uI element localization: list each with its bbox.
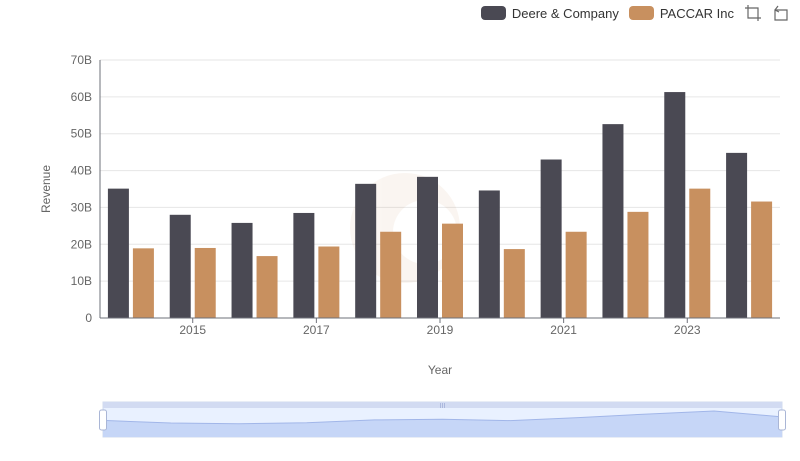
bar-deere-2023 — [664, 92, 686, 319]
bars — [107, 92, 773, 319]
bar-paccar-2017 — [318, 246, 340, 318]
bar-deere-2019 — [417, 176, 438, 318]
bar-paccar-2024 — [751, 201, 773, 318]
y-axis-title: Revenue — [39, 165, 53, 213]
x-tick-label: 2019 — [427, 323, 454, 337]
y-tick-label: 70B — [71, 53, 92, 67]
restore-icon[interactable] — [772, 4, 790, 22]
bar-paccar-2018 — [380, 231, 402, 318]
legend-label-deere: Deere & Company — [511, 5, 619, 21]
y-tick-label: 0 — [85, 311, 92, 325]
x-tick-label: 2015 — [179, 323, 206, 337]
bar-deere-2015 — [169, 214, 191, 318]
x-tick-label: 2023 — [674, 323, 701, 337]
legend-item-deere[interactable]: Deere & Company — [480, 5, 619, 21]
legend-label-paccar: PACCAR Inc — [659, 5, 734, 21]
y-tick-label: 50B — [71, 127, 92, 141]
bar-paccar-2020 — [503, 249, 525, 318]
data-zoom-move-bar — [103, 402, 782, 408]
data-zoom-grip-icon: III — [440, 403, 446, 410]
legend: Deere & Company PACCAR Inc — [480, 4, 790, 22]
data-zoom-overview-line — [102, 410, 783, 425]
bar-deere-2022 — [602, 124, 624, 318]
bar-paccar-2015 — [194, 247, 216, 318]
data-zoom-handle-end[interactable] — [778, 409, 786, 431]
bar-deere-2020 — [478, 190, 500, 318]
x-axis-title: Year — [428, 363, 452, 377]
bar-deere-2018 — [355, 183, 377, 318]
bar-paccar-2019 — [442, 223, 463, 318]
bar-deere-2021 — [540, 159, 562, 318]
bar-paccar-2021 — [565, 231, 587, 318]
bar-deere-2017 — [293, 212, 315, 318]
y-tick-label: 30B — [71, 200, 92, 214]
y-tick-label: 60B — [71, 90, 92, 104]
bar-paccar-2022 — [627, 211, 649, 318]
axes: 0 10B 20B 30B 40B 50B 60B 70B 2015 2017 2019 2021 20… — [71, 53, 780, 337]
legend-swatch-paccar — [628, 6, 654, 20]
y-tick-label: 10B — [71, 274, 92, 288]
data-zoom-handle-start[interactable] — [99, 409, 107, 431]
legend-swatch-deere — [480, 6, 506, 20]
y-tick-label: 20B — [71, 237, 92, 251]
data-zoom-overview-area — [103, 411, 782, 437]
data-zoom-slider[interactable]: III — [99, 401, 786, 438]
y-tick-label: 40B — [71, 164, 92, 178]
zoom-icon[interactable] — [744, 4, 762, 22]
bar-deere-2014 — [107, 188, 129, 318]
bar-paccar-2014 — [132, 248, 154, 318]
bar-paccar-2023 — [689, 188, 711, 318]
bar-deere-2016 — [231, 222, 253, 318]
x-tick-label: 2017 — [303, 323, 330, 337]
bar-deere-2024 — [726, 152, 748, 318]
bar-paccar-2016 — [256, 256, 278, 318]
x-tick-label: 2021 — [550, 323, 577, 337]
legend-item-paccar[interactable]: PACCAR Inc — [628, 5, 734, 21]
